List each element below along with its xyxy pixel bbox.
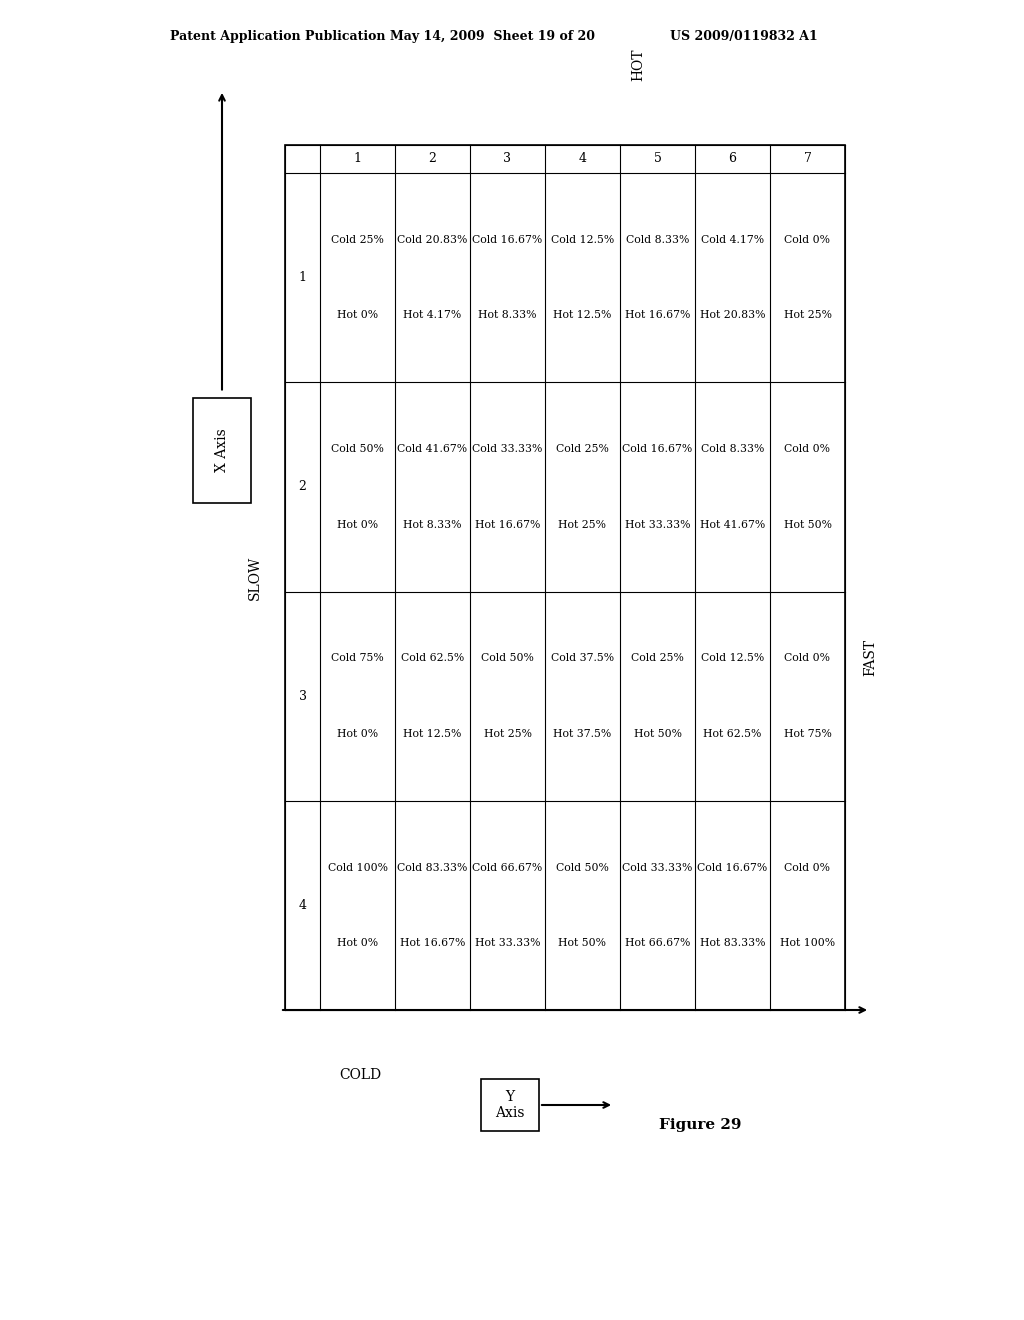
Text: Hot 0%: Hot 0%	[337, 310, 378, 321]
Text: US 2009/0119832 A1: US 2009/0119832 A1	[670, 30, 818, 44]
Text: Cold 8.33%: Cold 8.33%	[700, 445, 764, 454]
Text: Cold 12.5%: Cold 12.5%	[700, 653, 764, 664]
Text: Cold 33.33%: Cold 33.33%	[472, 445, 543, 454]
Text: Hot 8.33%: Hot 8.33%	[403, 520, 462, 529]
Text: Cold 25%: Cold 25%	[556, 445, 609, 454]
Text: 4: 4	[579, 153, 587, 165]
Text: Cold 100%: Cold 100%	[328, 863, 387, 873]
Text: Cold 50%: Cold 50%	[331, 445, 384, 454]
Text: Cold 0%: Cold 0%	[784, 235, 830, 246]
Text: Hot 16.67%: Hot 16.67%	[399, 939, 465, 948]
Text: Figure 29: Figure 29	[658, 1118, 741, 1133]
Text: Cold 62.5%: Cold 62.5%	[400, 653, 464, 664]
Text: Cold 50%: Cold 50%	[481, 653, 534, 664]
Text: Hot 20.83%: Hot 20.83%	[699, 310, 765, 321]
Text: Cold 41.67%: Cold 41.67%	[397, 445, 468, 454]
Text: Cold 16.67%: Cold 16.67%	[623, 445, 692, 454]
Text: Hot 16.67%: Hot 16.67%	[475, 520, 541, 529]
Text: Hot 33.33%: Hot 33.33%	[475, 939, 541, 948]
Text: Hot 33.33%: Hot 33.33%	[625, 520, 690, 529]
Text: Hot 50%: Hot 50%	[558, 939, 606, 948]
Text: 1: 1	[299, 271, 306, 284]
Bar	[481, 1078, 539, 1131]
Text: Hot 50%: Hot 50%	[634, 729, 682, 739]
Text: 2: 2	[429, 153, 436, 165]
Text: Y
Axis: Y Axis	[496, 1090, 524, 1121]
Text: Hot 12.5%: Hot 12.5%	[403, 729, 462, 739]
Text: Cold 37.5%: Cold 37.5%	[551, 653, 614, 664]
Text: SLOW: SLOW	[248, 556, 262, 599]
Text: COLD: COLD	[339, 1068, 381, 1082]
Text: Hot 12.5%: Hot 12.5%	[553, 310, 611, 321]
Text: Cold 33.33%: Cold 33.33%	[623, 863, 692, 873]
Text: Hot 0%: Hot 0%	[337, 939, 378, 948]
Text: Hot 25%: Hot 25%	[558, 520, 606, 529]
Text: Cold 25%: Cold 25%	[631, 653, 684, 664]
Text: 5: 5	[653, 153, 662, 165]
Text: Cold 16.67%: Cold 16.67%	[697, 863, 768, 873]
Text: Hot 25%: Hot 25%	[483, 729, 531, 739]
Text: Cold 50%: Cold 50%	[556, 863, 609, 873]
Text: May 14, 2009  Sheet 19 of 20: May 14, 2009 Sheet 19 of 20	[390, 30, 595, 44]
Text: Cold 66.67%: Cold 66.67%	[472, 863, 543, 873]
Text: Cold 20.83%: Cold 20.83%	[397, 235, 468, 246]
Text: HOT: HOT	[631, 49, 645, 82]
Text: Hot 62.5%: Hot 62.5%	[703, 729, 762, 739]
Bar	[285, 145, 845, 1010]
Text: 1: 1	[353, 153, 361, 165]
Text: 4: 4	[299, 899, 306, 912]
Text: Hot 8.33%: Hot 8.33%	[478, 310, 537, 321]
Text: Cold 4.17%: Cold 4.17%	[701, 235, 764, 246]
Text: Hot 75%: Hot 75%	[783, 729, 831, 739]
Text: Hot 0%: Hot 0%	[337, 520, 378, 529]
Text: Patent Application Publication: Patent Application Publication	[170, 30, 385, 44]
Text: Hot 66.67%: Hot 66.67%	[625, 939, 690, 948]
Text: X Axis: X Axis	[215, 428, 229, 471]
Text: Cold 75%: Cold 75%	[331, 653, 384, 664]
Text: 3: 3	[299, 689, 306, 702]
Text: Hot 83.33%: Hot 83.33%	[699, 939, 765, 948]
Text: Hot 0%: Hot 0%	[337, 729, 378, 739]
Text: 7: 7	[804, 153, 811, 165]
Text: Hot 41.67%: Hot 41.67%	[699, 520, 765, 529]
Text: Cold 25%: Cold 25%	[331, 235, 384, 246]
Text: Hot 50%: Hot 50%	[783, 520, 831, 529]
Text: Hot 16.67%: Hot 16.67%	[625, 310, 690, 321]
Text: Cold 8.33%: Cold 8.33%	[626, 235, 689, 246]
Text: Hot 100%: Hot 100%	[780, 939, 835, 948]
Text: 3: 3	[504, 153, 512, 165]
Text: Cold 83.33%: Cold 83.33%	[397, 863, 468, 873]
Text: Hot 25%: Hot 25%	[783, 310, 831, 321]
Text: Cold 0%: Cold 0%	[784, 445, 830, 454]
Bar	[193, 397, 251, 503]
Text: Cold 0%: Cold 0%	[784, 653, 830, 664]
Text: 2: 2	[299, 480, 306, 494]
Text: 6: 6	[728, 153, 736, 165]
Text: Cold 16.67%: Cold 16.67%	[472, 235, 543, 246]
Text: Hot 37.5%: Hot 37.5%	[553, 729, 611, 739]
Text: FAST: FAST	[863, 639, 877, 676]
Text: Cold 12.5%: Cold 12.5%	[551, 235, 614, 246]
Text: Hot 4.17%: Hot 4.17%	[403, 310, 462, 321]
Text: Cold 0%: Cold 0%	[784, 863, 830, 873]
